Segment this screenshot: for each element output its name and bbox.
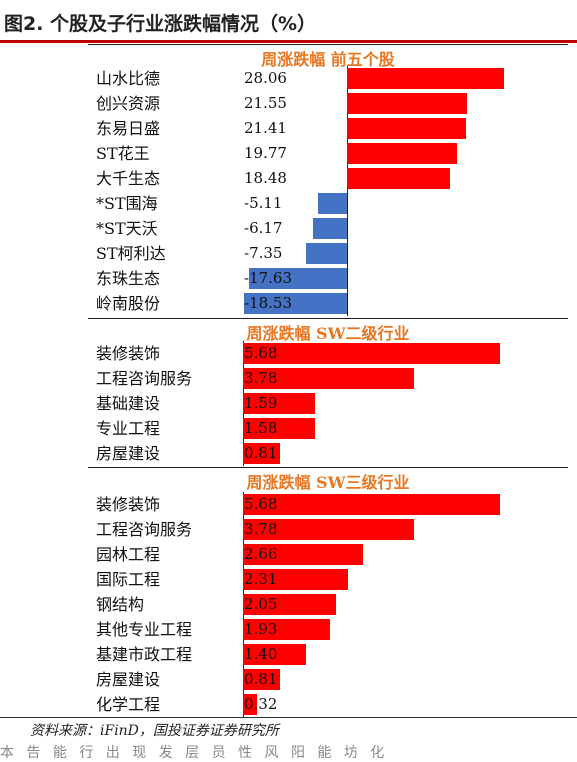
data-label: -7.35 xyxy=(244,244,283,262)
data-label: 0.81 xyxy=(244,444,278,462)
bar xyxy=(243,443,280,464)
bar-axis xyxy=(347,66,348,316)
bar xyxy=(243,644,307,665)
bar xyxy=(318,193,347,214)
bar xyxy=(243,368,415,389)
data-label: 0.81 xyxy=(244,670,278,688)
bar xyxy=(243,594,336,615)
category-label: 装修装饰 xyxy=(96,495,161,514)
bar xyxy=(305,243,347,264)
source-note: 资料来源：iFinD，国投证券证券研究所 xyxy=(30,723,279,739)
data-label: -6.17 xyxy=(244,219,283,237)
bar xyxy=(243,418,315,439)
category-label: 化学工程 xyxy=(96,695,161,714)
data-label: 19.77 xyxy=(244,144,287,162)
bar xyxy=(347,118,467,139)
data-label: 1.58 xyxy=(244,419,278,437)
category-label: 创兴资源 xyxy=(96,94,161,113)
category-label: 国际工程 xyxy=(96,570,161,589)
category-label: 园林工程 xyxy=(96,545,161,564)
category-label: 东易日盛 xyxy=(96,119,161,138)
data-label: 21.41 xyxy=(244,119,287,137)
category-label: ST花王 xyxy=(96,144,150,163)
category-label: 东珠生态 xyxy=(96,269,161,288)
category-label: 工程咨询服务 xyxy=(96,369,193,388)
category-label: 房屋建设 xyxy=(96,444,161,463)
data-label: 3.78 xyxy=(244,369,278,387)
bar xyxy=(243,619,331,640)
bar xyxy=(347,68,504,89)
bar xyxy=(248,268,347,289)
category-label: 房屋建设 xyxy=(96,670,161,689)
panel-separator xyxy=(88,44,568,45)
category-label: 工程咨询服务 xyxy=(96,520,193,539)
category-label: 岭南股份 xyxy=(96,294,161,313)
cut-off-footer-text: 本 告 能 行 出 现 发 层 员 性 风 阳 能 坊 化 xyxy=(0,745,389,761)
data-label: 21.55 xyxy=(244,94,287,112)
bar xyxy=(347,168,451,189)
data-label: 5.68 xyxy=(244,344,278,362)
data-label: -18.53 xyxy=(244,294,293,312)
bottom-rule xyxy=(0,717,577,718)
data-label: 18.48 xyxy=(244,169,287,187)
data-label: 28.06 xyxy=(244,69,287,87)
data-label: 2.05 xyxy=(244,595,278,613)
bar xyxy=(243,494,501,515)
bar xyxy=(243,293,347,314)
category-label: 基础建设 xyxy=(96,394,161,413)
data-label: 0.32 xyxy=(244,695,278,713)
data-label: 3.78 xyxy=(244,520,278,538)
panel-title: 周涨跌幅 SW二级行业 xyxy=(246,324,410,343)
panel-title: 周涨跌幅 前五个股 xyxy=(261,50,395,69)
bar xyxy=(243,569,348,590)
category-label: 其他专业工程 xyxy=(96,620,193,639)
bar xyxy=(243,519,415,540)
panel-title: 周涨跌幅 SW三级行业 xyxy=(246,473,410,492)
data-label: 1.59 xyxy=(244,394,278,412)
bar xyxy=(347,93,468,114)
bar xyxy=(243,694,258,715)
data-label: 1.93 xyxy=(244,620,278,638)
category-label: 山水比德 xyxy=(96,69,161,88)
bar xyxy=(243,544,364,565)
data-label: 2.31 xyxy=(244,570,278,588)
category-label: 专业工程 xyxy=(96,419,161,438)
bar xyxy=(243,669,280,690)
panel-separator xyxy=(88,318,568,319)
data-label: -5.11 xyxy=(244,194,283,212)
category-label: *ST天沃 xyxy=(96,219,158,238)
bar xyxy=(243,393,316,414)
category-label: 钢结构 xyxy=(96,595,145,614)
data-label: 5.68 xyxy=(244,495,278,513)
category-label: 大千生态 xyxy=(96,169,161,188)
category-label: 基建市政工程 xyxy=(96,645,193,664)
title-rule xyxy=(0,40,577,43)
bar xyxy=(347,143,458,164)
figure-title: 图2. 个股及子行业涨跌幅情况（%） xyxy=(4,13,317,35)
bar xyxy=(243,343,501,364)
data-label: 2.66 xyxy=(244,545,278,563)
bar xyxy=(312,218,347,239)
category-label: ST柯利达 xyxy=(96,244,166,263)
data-label: -17.63 xyxy=(244,269,293,287)
category-label: *ST围海 xyxy=(96,194,158,213)
data-label: 1.40 xyxy=(244,645,278,663)
panel-separator xyxy=(88,467,568,468)
category-label: 装修装饰 xyxy=(96,344,161,363)
